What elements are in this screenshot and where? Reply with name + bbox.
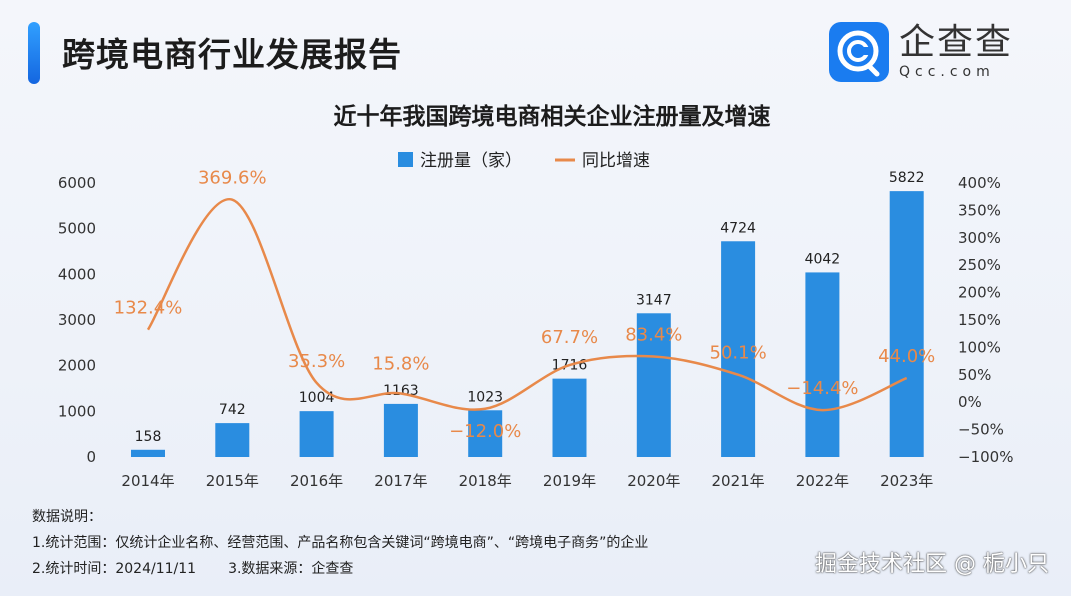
x-axis-tick: 2017年 bbox=[374, 472, 427, 490]
growth-data-label: 50.1% bbox=[710, 343, 767, 364]
logo-name-cn: 企查查 bbox=[899, 22, 1014, 63]
growth-data-label: 15.8% bbox=[372, 354, 429, 375]
bar-data-label: 158 bbox=[135, 429, 162, 445]
bar bbox=[636, 313, 671, 457]
left-axis-tick: 1000 bbox=[58, 402, 96, 420]
left-axis-tick: 2000 bbox=[58, 357, 96, 375]
bar-data-label: 3147 bbox=[636, 292, 672, 308]
logo-name-en: Qcc.com bbox=[899, 64, 995, 80]
report-title: 跨境电商行业发展报告 bbox=[62, 35, 402, 74]
notes-date: 2.统计时间：2024/11/11 bbox=[32, 561, 197, 577]
chart-title: 近十年我国跨境电商相关企业注册量及增速 bbox=[334, 103, 771, 130]
x-axis-tick: 2023年 bbox=[880, 472, 933, 490]
right-axis-tick: −50% bbox=[958, 421, 1004, 439]
left-axis-tick: 3000 bbox=[58, 311, 96, 329]
bar bbox=[805, 272, 840, 457]
left-axis-tick: 0 bbox=[86, 448, 96, 466]
bar-data-label: 4724 bbox=[720, 220, 756, 236]
bar bbox=[552, 378, 587, 457]
growth-data-label: 35.3% bbox=[288, 351, 345, 372]
left-axis-tick: 6000 bbox=[58, 174, 96, 192]
x-axis-tick: 2021年 bbox=[712, 472, 765, 490]
bar bbox=[383, 403, 418, 457]
growth-data-label: 67.7% bbox=[541, 327, 598, 348]
notes-heading: 数据说明： bbox=[32, 509, 102, 525]
qcc-logo-icon bbox=[829, 22, 889, 82]
bar-data-label: 742 bbox=[219, 402, 246, 418]
growth-data-label: −14.4% bbox=[786, 378, 858, 399]
right-axis-tick: 250% bbox=[958, 256, 1001, 274]
legend-line-label: 同比增速 bbox=[582, 151, 650, 171]
bar bbox=[215, 423, 250, 457]
growth-data-label: 132.4% bbox=[114, 298, 183, 319]
growth-data-label: 83.4% bbox=[625, 324, 682, 345]
bar bbox=[721, 241, 756, 457]
legend: 注册量（家） 同比增速 bbox=[398, 151, 650, 171]
right-axis-tick: 50% bbox=[958, 366, 991, 384]
left-axis-tick: 5000 bbox=[58, 220, 96, 238]
bar bbox=[131, 449, 165, 457]
x-axis-tick: 2014年 bbox=[121, 472, 174, 490]
growth-data-label: 44.0% bbox=[878, 346, 935, 367]
right-axis-tick: 0% bbox=[958, 393, 982, 411]
right-axis-tick: 150% bbox=[958, 311, 1001, 329]
x-axis-tick: 2022年 bbox=[796, 472, 849, 490]
right-axis-tick: 400% bbox=[958, 174, 1001, 192]
qcc-logo: 企查查 Qcc.com bbox=[829, 22, 1013, 82]
right-axis-tick: 300% bbox=[958, 229, 1001, 247]
right-axis-tick: 350% bbox=[958, 201, 1001, 219]
x-axis-tick: 2015年 bbox=[206, 472, 259, 490]
notes-source: 3.数据来源：企查查 bbox=[228, 561, 354, 577]
notes-scope: 1.统计范围：仅统计企业名称、经营范围、产品名称包含关键词“跨境电商”、“跨境电… bbox=[32, 535, 649, 551]
x-axis-tick: 2016年 bbox=[290, 472, 343, 490]
legend-bar-swatch bbox=[398, 152, 413, 167]
right-axis-tick: 100% bbox=[958, 338, 1001, 356]
right-axis-tick: −100% bbox=[958, 448, 1013, 466]
growth-data-label: 369.6% bbox=[198, 168, 267, 189]
right-axis-tick: 200% bbox=[958, 284, 1001, 302]
bar bbox=[299, 411, 334, 457]
x-axis-tick: 2018年 bbox=[459, 472, 512, 490]
watermark: 掘金技术社区 @ 栀小只 bbox=[815, 552, 1049, 577]
bar bbox=[468, 410, 503, 457]
left-axis-tick: 4000 bbox=[58, 265, 96, 283]
growth-data-label: −12.0% bbox=[449, 421, 521, 442]
bar-data-label: 1023 bbox=[467, 389, 503, 405]
bar bbox=[889, 191, 924, 457]
data-notes: 数据说明： 1.统计范围：仅统计企业名称、经营范围、产品名称包含关键词“跨境电商… bbox=[32, 504, 648, 582]
x-axis-tick: 2019年 bbox=[543, 472, 596, 490]
legend-bar-label: 注册量（家） bbox=[420, 151, 522, 171]
bar-data-label: 1004 bbox=[299, 390, 335, 406]
title-accent-bar bbox=[28, 22, 40, 84]
bar-data-label: 4042 bbox=[805, 251, 841, 267]
bar-data-label: 5822 bbox=[889, 170, 925, 186]
x-axis-tick: 2020年 bbox=[627, 472, 680, 490]
